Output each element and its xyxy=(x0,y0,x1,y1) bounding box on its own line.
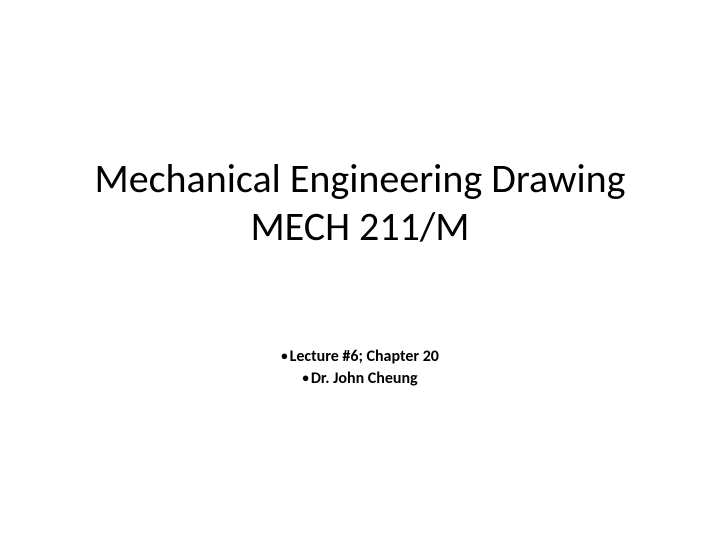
title-block: Mechanical Engineering Drawing MECH 211/… xyxy=(0,155,720,251)
bullet-icon: • xyxy=(302,371,308,386)
bullet-icon: • xyxy=(281,349,287,364)
slide-container: Mechanical Engineering Drawing MECH 211/… xyxy=(0,0,720,540)
title-line-1: Mechanical Engineering Drawing xyxy=(0,155,720,203)
detail-line-2: •Dr. John Cheung xyxy=(0,368,720,390)
detail-text-2: Dr. John Cheung xyxy=(311,369,418,388)
detail-line-1: •Lecture #6; Chapter 20 xyxy=(0,346,720,368)
details-block: •Lecture #6; Chapter 20 •Dr. John Cheung xyxy=(0,346,720,389)
detail-text-1: Lecture #6; Chapter 20 xyxy=(290,347,439,366)
title-line-2: MECH 211/M xyxy=(0,203,720,251)
